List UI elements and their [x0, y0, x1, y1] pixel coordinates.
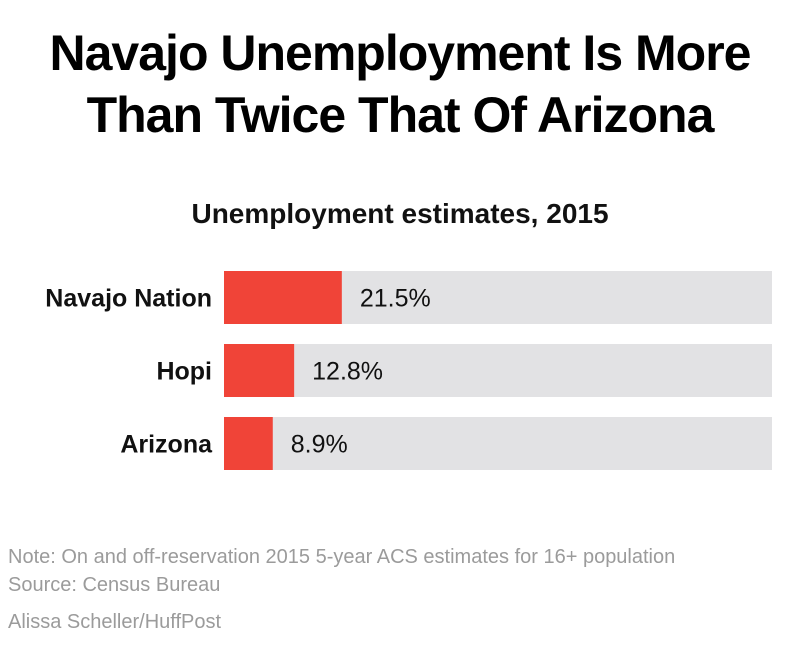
bar-chart: Navajo Nation 21.5% Hopi 12.8% Arizona 8.9%	[45, 271, 772, 470]
bar-arizona	[224, 417, 273, 470]
value-label-arizona: 8.9%	[291, 431, 348, 459]
category-label-arizona: Arizona	[120, 431, 213, 459]
bar-hopi	[224, 344, 295, 397]
bar-track-hopi	[224, 344, 772, 397]
chart-subtitle: Unemployment estimates, 2015	[191, 198, 609, 229]
note-text: Note: On and off-reservation 2015 5-year…	[8, 546, 676, 568]
value-label-navajo-nation: 21.5%	[360, 285, 431, 313]
source-text: Source: Census Bureau	[8, 574, 221, 596]
category-label-navajo-nation: Navajo Nation	[45, 285, 212, 313]
credit-text: Alissa Scheller/HuffPost	[8, 611, 222, 633]
category-label-hopi: Hopi	[156, 358, 212, 386]
chart-title: Navajo Unemployment Is More Than Twice T…	[0, 22, 800, 146]
title-line-2: Than Twice That Of Arizona	[86, 87, 715, 143]
bar-navajo-nation	[224, 271, 342, 324]
title-line-1: Navajo Unemployment Is More	[49, 25, 752, 81]
bar-track-arizona	[224, 417, 772, 470]
value-label-hopi: 12.8%	[312, 358, 383, 386]
